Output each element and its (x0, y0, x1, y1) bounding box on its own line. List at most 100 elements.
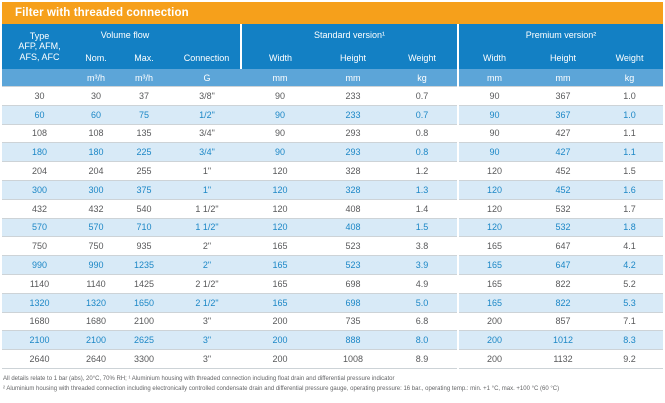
cell: 1132 (530, 349, 597, 369)
cell: 90 (241, 104, 319, 125)
cell: 647 (530, 236, 597, 256)
cell: 165 (457, 255, 531, 275)
unit-cell-nom: m³/h (77, 69, 115, 87)
cell: 1425 (115, 273, 173, 294)
cell: 935 (115, 236, 173, 256)
cell: 2640 (2, 349, 77, 369)
cell: 1/2" (173, 104, 241, 125)
cell: 2100 (77, 330, 115, 350)
table-header: Type AFP, AFM, AFS, AFC Volume flow Stan… (2, 24, 664, 87)
col-header-nom: Nom. (77, 46, 115, 69)
cell: 822 (530, 273, 597, 294)
table-row: 1320 1320 1650 2 1/2" 165 698 5.0 165 822 5.3 (2, 292, 664, 313)
cell: 1012 (530, 330, 597, 350)
cell: 888 (319, 330, 387, 350)
cell: 427 (530, 142, 597, 162)
table-row: 204 204 255 1" 120 328 1.2 120 452 1.5 (2, 161, 664, 181)
footnote-2: ² Aluminium housing with threaded connec… (3, 385, 560, 392)
table-row: 1680 1680 2100 3" 200 735 6.8 200 857 7.1 (2, 311, 664, 331)
group-header-standard-version: Standard version¹ (239, 24, 459, 46)
cell: 5.0 (387, 292, 459, 313)
unit-cell-std-height: mm (319, 69, 387, 87)
cell: 30 (2, 86, 77, 106)
cell: 2640 (77, 349, 115, 369)
cell: 3" (173, 311, 241, 331)
unit-cell-prm-weight: kg (596, 69, 664, 87)
cell: 120 (241, 217, 319, 237)
cell: 3" (173, 349, 241, 369)
cell: 3.9 (387, 255, 459, 275)
cell: 3/8" (173, 86, 241, 106)
cell: 60 (77, 104, 115, 125)
cell: 367 (530, 104, 597, 125)
cell: 60 (2, 104, 77, 125)
cell: 3" (173, 330, 241, 350)
cell: 452 (530, 179, 597, 200)
cell: 37 (115, 86, 173, 106)
cell: 135 (115, 123, 173, 143)
col-header-std-weight: Weight (387, 46, 459, 69)
cell: 2 1/2" (173, 273, 241, 294)
cell: 1.2 (387, 161, 459, 181)
cell: 293 (319, 142, 387, 162)
cell: 1320 (2, 292, 77, 313)
cell: 822 (530, 292, 597, 313)
cell: 75 (115, 104, 173, 125)
cell: 698 (319, 273, 387, 294)
cell: 6.8 (387, 311, 459, 331)
cell: 8.3 (596, 330, 664, 350)
table-row: 2640 2640 3300 3" 200 1008 8.9 200 1132 9.2 (2, 349, 664, 369)
cell: 200 (241, 349, 319, 369)
group-header-volume-flow: Volume flow (77, 24, 173, 46)
cell: 647 (530, 255, 597, 275)
cell: 180 (2, 142, 77, 162)
cell: 165 (457, 273, 531, 294)
datasheet: Filter with threaded connection Type AFP… (2, 2, 664, 392)
table-row: 990 990 1235 2" 165 523 3.9 165 647 4.2 (2, 255, 664, 275)
table-row: 180 180 225 3/4" 90 293 0.8 90 427 1.1 (2, 142, 664, 162)
cell: 1.0 (596, 104, 664, 125)
cell: 108 (2, 123, 77, 143)
table-row: 432 432 540 1 1/2" 120 408 1.4 120 532 1.7 (2, 198, 664, 219)
table-title: Filter with threaded connection (15, 7, 189, 19)
cell: 204 (2, 161, 77, 181)
cell: 570 (2, 217, 77, 237)
cell: 1" (173, 161, 241, 181)
cell: 408 (319, 198, 387, 219)
col-header-std-width: Width (240, 46, 319, 69)
cell: 90 (457, 142, 531, 162)
unit-cell-std-weight: kg (387, 69, 459, 87)
cell: 120 (241, 179, 319, 200)
col-header-std-height: Height (319, 46, 387, 69)
cell: 0.8 (387, 123, 459, 143)
cell: 200 (457, 311, 531, 331)
cell: 120 (241, 161, 319, 181)
cell: 165 (241, 292, 319, 313)
cell: 750 (2, 236, 77, 256)
cell: 532 (530, 217, 597, 237)
spec-table: Type AFP, AFM, AFS, AFC Volume flow Stan… (2, 24, 664, 369)
cell: 200 (457, 330, 531, 350)
unit-cell-type (2, 69, 77, 87)
cell: 165 (457, 292, 531, 313)
cell: 5.2 (596, 273, 664, 294)
cell: 1" (173, 179, 241, 200)
cell: 710 (115, 217, 173, 237)
table-title-bar: Filter with threaded connection (2, 2, 663, 24)
cell: 9.2 (596, 349, 664, 369)
cell: 2" (173, 255, 241, 275)
cell: 1.5 (387, 217, 459, 237)
type-line-1: Type (29, 30, 50, 41)
cell: 990 (2, 255, 77, 275)
cell: 120 (457, 161, 531, 181)
cell: 180 (77, 142, 115, 162)
col-header-max: Max. (115, 46, 173, 69)
cell: 1.4 (387, 198, 459, 219)
cell: 5.3 (596, 292, 664, 313)
cell: 375 (115, 179, 173, 200)
cell: 1.0 (596, 86, 664, 106)
cell: 1.1 (596, 142, 664, 162)
cell: 120 (457, 198, 531, 219)
cell: 165 (241, 255, 319, 275)
cell: 3300 (115, 349, 173, 369)
